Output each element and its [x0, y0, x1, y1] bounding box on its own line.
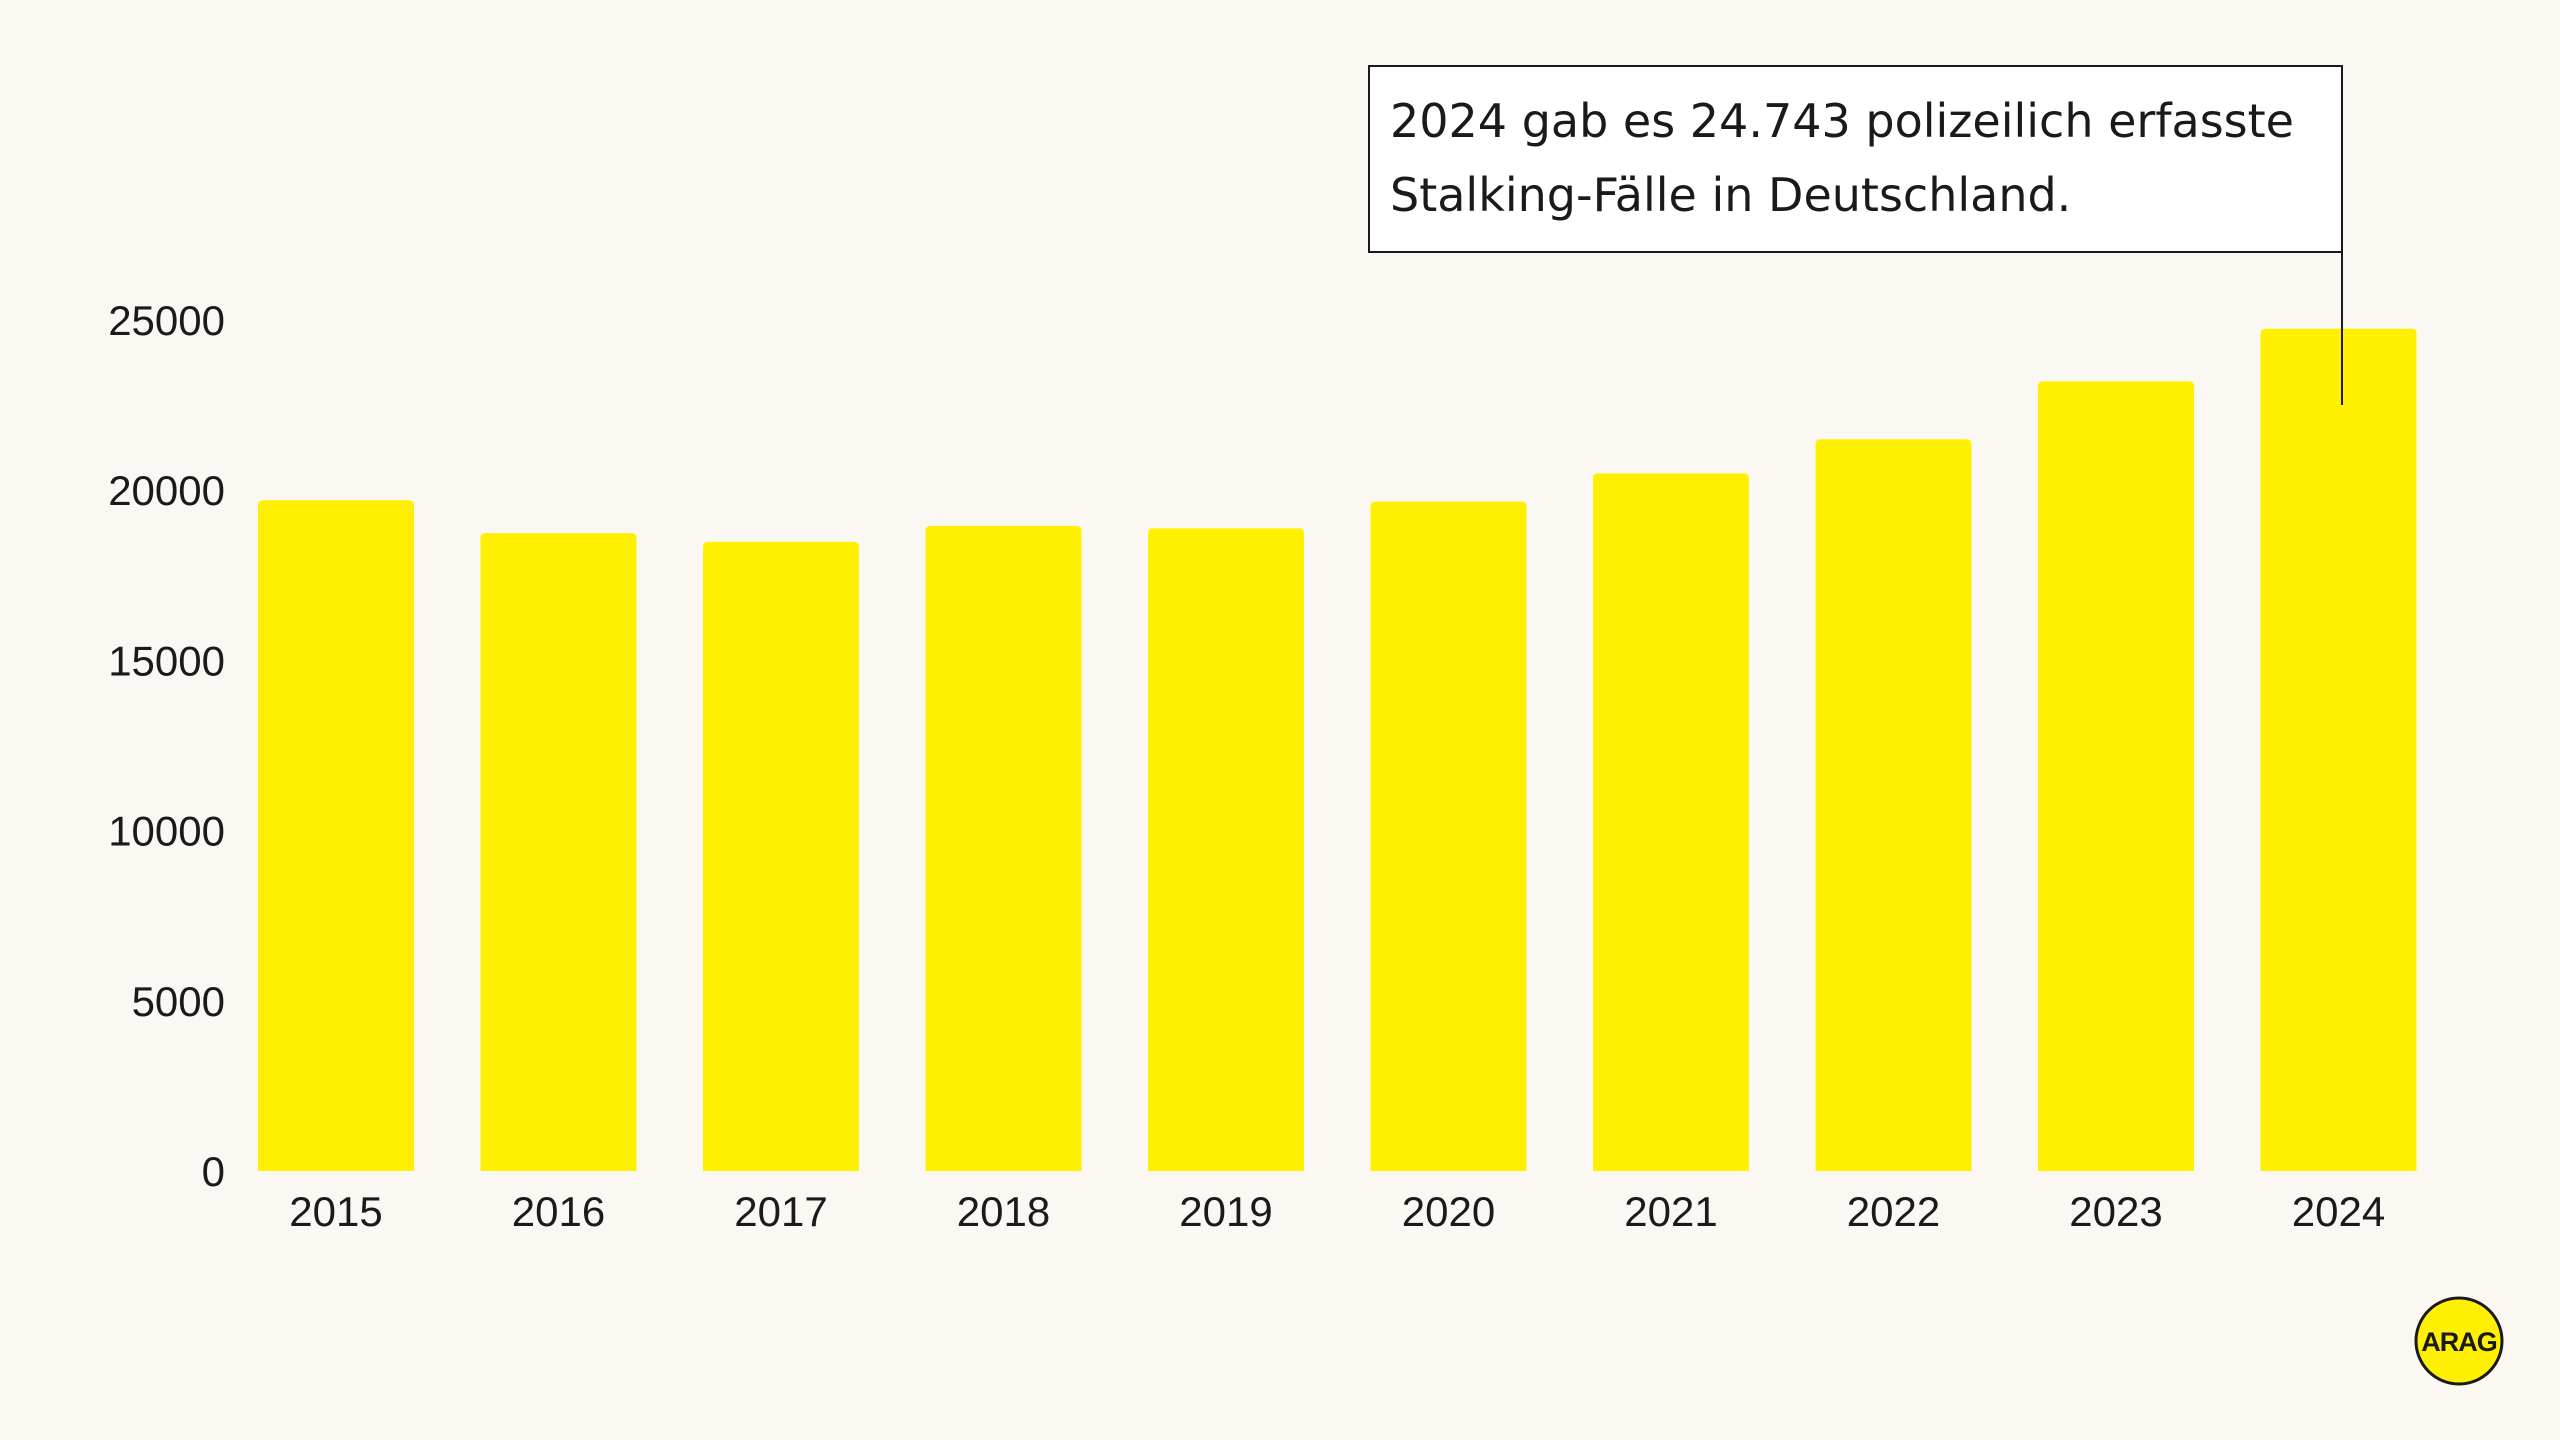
x-tick-label-2021: 2021	[1624, 1188, 1717, 1235]
logo-text: ARAG	[2421, 1327, 2497, 1357]
bars	[258, 328, 2417, 1171]
bar-2020	[1370, 501, 1527, 1171]
bar-2022	[1815, 439, 1972, 1171]
bar-2017	[703, 541, 859, 1171]
y-tick-label: 10000	[108, 808, 225, 855]
bar-2018	[925, 526, 1082, 1171]
x-tick-label-2020: 2020	[1402, 1188, 1495, 1235]
x-tick-label-2018: 2018	[957, 1188, 1050, 1235]
annotation-box	[1368, 65, 2343, 253]
x-tick-label-2019: 2019	[1179, 1188, 1272, 1235]
y-tick-label: 5000	[132, 978, 225, 1025]
x-tick-label-2024: 2024	[2292, 1188, 2385, 1235]
bar-2016	[480, 533, 637, 1171]
bar-2021	[1593, 473, 1749, 1171]
y-tick-label: 20000	[108, 467, 225, 514]
bar-2019	[1148, 528, 1304, 1171]
annotation-line-1: 2024 gab es 24.743 polizeilich erfasste	[1390, 94, 2294, 148]
x-tick-label-2015: 2015	[289, 1188, 382, 1235]
bar-2023	[2038, 381, 2194, 1171]
y-tick-label: 0	[202, 1148, 225, 1195]
x-tick-label-2023: 2023	[2069, 1188, 2162, 1235]
arag-logo-icon: ARAG	[2414, 1296, 2504, 1386]
bar-2015	[258, 500, 414, 1171]
annotation: 2024 gab es 24.743 polizeilich erfasste …	[1368, 65, 2343, 405]
bar-2024	[2260, 328, 2417, 1171]
annotation-line-2: Stalking-Fälle in Deutschland.	[1390, 168, 2071, 222]
y-tick-label: 15000	[108, 637, 225, 684]
y-tick-label: 25000	[108, 297, 225, 344]
y-axis-ticks: 0 5000 10000 15000 20000 25000	[108, 297, 225, 1195]
x-axis-ticks: 2015 2016 2017 2018 2019 2020 2021 2022 2023 2024	[289, 1188, 2385, 1235]
x-tick-label-2022: 2022	[1847, 1188, 1940, 1235]
x-tick-label-2017: 2017	[734, 1188, 827, 1235]
x-tick-label-2016: 2016	[512, 1188, 605, 1235]
